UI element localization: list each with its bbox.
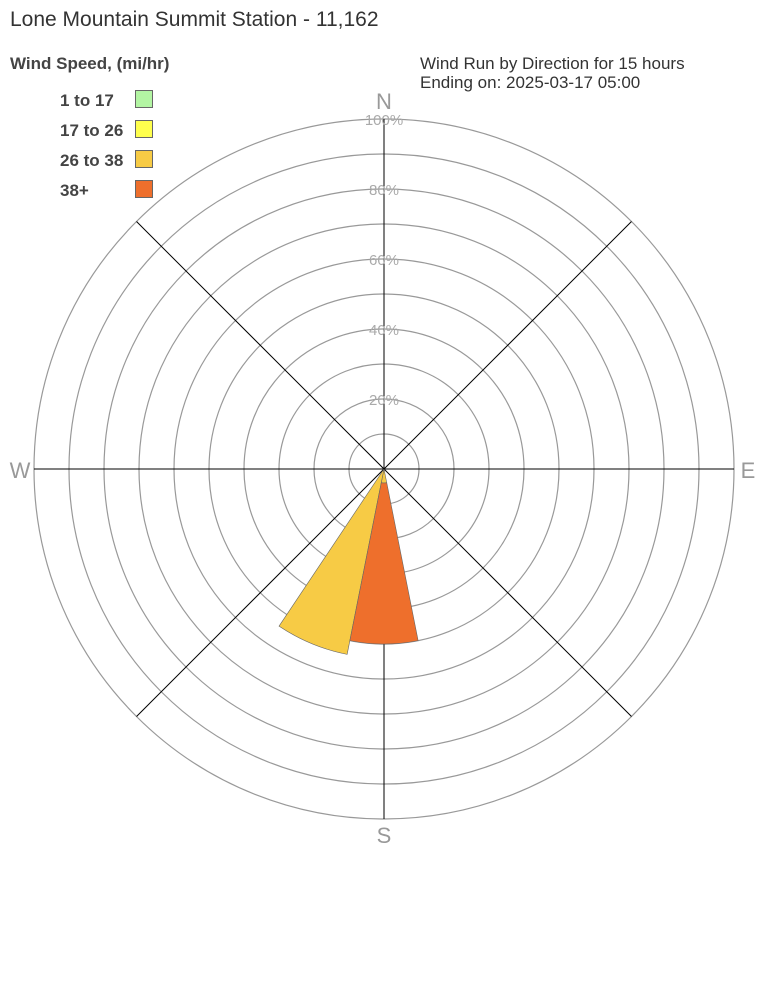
grid-spoke xyxy=(383,468,632,717)
legend-label: 26 to 38 xyxy=(60,151,124,170)
legend-item-26-to-38: 26 to 38 xyxy=(60,150,160,172)
grid-spoke xyxy=(136,221,385,470)
radial-tick-label: 60% xyxy=(369,252,399,269)
grid-spoke xyxy=(136,468,385,717)
legend-swatch xyxy=(135,120,153,138)
compass-label-e: E xyxy=(741,458,756,483)
legend-title: Wind Speed, (mi/hr) xyxy=(10,54,170,73)
grid-spoke xyxy=(383,221,632,470)
legend-label: 38+ xyxy=(60,181,89,200)
radial-tick-label: 40% xyxy=(369,322,399,339)
compass-label-s: S xyxy=(377,823,392,848)
legend-item-38-plus: 38+ xyxy=(60,180,160,202)
radial-tick-label: 80% xyxy=(369,182,399,199)
legend-item-1-to-17: 1 to 17 xyxy=(60,90,160,112)
wind-sector xyxy=(349,482,419,645)
legend-swatch xyxy=(135,90,153,108)
radial-tick-label: 100% xyxy=(365,112,403,129)
legend-swatch xyxy=(135,150,153,168)
compass-label-n: N xyxy=(376,89,392,114)
compass-label-w: W xyxy=(10,458,31,483)
subtitle-line-2: Ending on: 2025-03-17 05:00 xyxy=(420,73,641,92)
radial-tick-label: 20% xyxy=(369,392,399,409)
legend-swatch xyxy=(135,180,153,198)
chart-subtitle: Wind Run by Direction for 15 hours Endin… xyxy=(420,54,685,92)
legend-label: 17 to 26 xyxy=(60,121,124,140)
subtitle-line-1: Wind Run by Direction for 15 hours xyxy=(420,54,685,73)
legend-label: 1 to 17 xyxy=(60,91,114,110)
legend-item-17-to-26: 17 to 26 xyxy=(60,120,160,142)
wind-sector xyxy=(278,468,385,655)
chart-title: Lone Mountain Summit Station - 11,162 xyxy=(10,8,379,31)
